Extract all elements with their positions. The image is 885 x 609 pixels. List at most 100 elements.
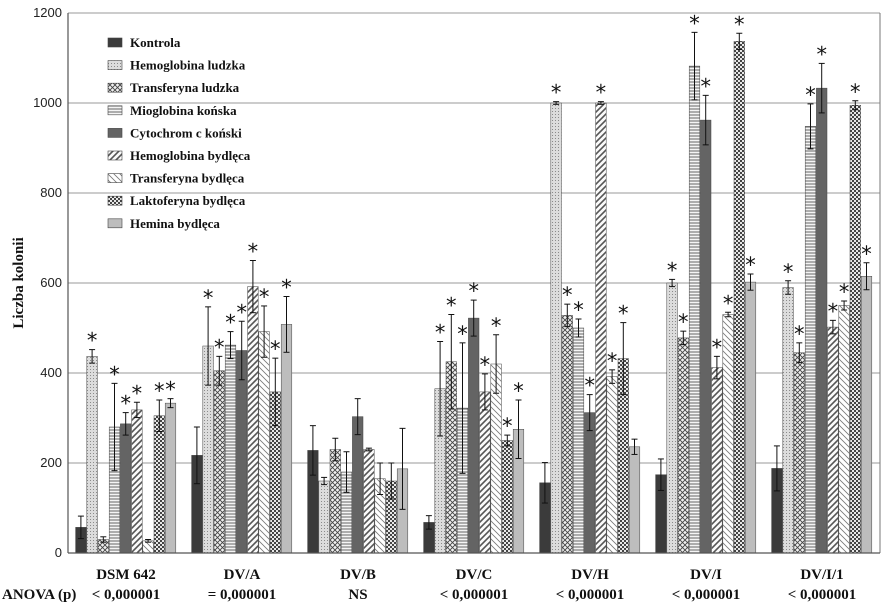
y-tick-label: 1200 <box>33 5 62 20</box>
bar <box>793 352 805 554</box>
legend-label: Hemina bydlęca <box>130 216 220 231</box>
category-label: DV/B <box>340 567 376 583</box>
category-label: DV/I <box>690 567 722 583</box>
significance-marker: * <box>712 335 723 359</box>
bar <box>572 327 585 554</box>
bar <box>329 449 341 554</box>
legend-swatch <box>107 128 123 138</box>
significance-marker: * <box>850 80 861 104</box>
legend-label: Laktoferyna bydlęca <box>130 193 246 208</box>
bar <box>677 337 689 554</box>
significance-marker: * <box>783 260 794 284</box>
bar <box>352 416 364 554</box>
y-tick-label: 1000 <box>33 95 62 110</box>
y-axis-label: Liczba kolonii <box>11 237 27 328</box>
bar <box>744 281 757 554</box>
bar <box>363 449 375 554</box>
significance-marker: * <box>607 349 618 373</box>
bar <box>561 315 573 554</box>
legend-swatch <box>107 105 123 116</box>
significance-marker: * <box>491 314 502 338</box>
bar <box>280 324 293 554</box>
legend-label: Hemoglobina ludzka <box>130 58 246 73</box>
bar <box>550 102 562 554</box>
legend: Kontrola Hemoglobina ludzka Transferyna lu… <box>107 35 251 231</box>
significance-marker: * <box>745 253 756 277</box>
significance-marker: * <box>154 379 165 403</box>
significance-marker: * <box>214 335 225 359</box>
y-tick-labels: 0 200 400 600 800 1000 1200 <box>33 5 62 560</box>
significance-marker: * <box>446 294 457 318</box>
anova-p-value: = 0,000001 <box>208 587 277 603</box>
bar <box>318 480 330 554</box>
significance-marker: * <box>573 298 584 322</box>
significance-marker: * <box>667 258 678 282</box>
bar <box>479 391 491 554</box>
significance-marker: * <box>861 242 872 266</box>
bar <box>501 440 513 554</box>
y-tick-label: 800 <box>40 185 62 200</box>
significance-marker: * <box>270 337 281 361</box>
bar <box>782 287 794 554</box>
legend-label: Mioglobina końska <box>130 103 237 118</box>
legend-label: Transferyna bydlęca <box>130 171 245 186</box>
significance-marker: * <box>435 321 446 345</box>
significance-marker: * <box>165 378 176 402</box>
legend-swatch <box>107 173 123 183</box>
axes <box>67 13 881 554</box>
y-tick-label: 200 <box>40 455 62 470</box>
significance-marker: * <box>723 291 734 315</box>
significance-marker: * <box>468 279 479 303</box>
significance-marker: * <box>805 83 816 107</box>
category-label: DSM 642 <box>96 567 156 583</box>
bar <box>131 409 143 554</box>
anova-p-value: < 0,000001 <box>440 587 509 603</box>
significance-marker: * <box>794 322 805 346</box>
bar <box>606 376 618 554</box>
bar <box>120 423 132 554</box>
legend-label: Hemoglobina bydlęca <box>130 148 251 163</box>
legend-label: Transferyna ludzka <box>130 80 240 95</box>
anova-p-value: < 0,000001 <box>556 587 625 603</box>
category-label: DV/H <box>571 567 609 583</box>
significance-marker: * <box>248 240 259 264</box>
bar <box>804 126 817 554</box>
bar <box>628 446 641 554</box>
category-label: DV/I/1 <box>800 567 843 583</box>
y-tick-label: 600 <box>40 275 62 290</box>
significance-marker: * <box>203 286 214 310</box>
significance-marker: * <box>689 11 700 35</box>
bar <box>468 317 480 554</box>
significance-marker: * <box>87 329 98 353</box>
significance-marker: * <box>828 299 839 323</box>
legend-swatch <box>107 60 123 70</box>
significance-marker: * <box>513 379 524 403</box>
significance-marker: * <box>618 302 629 326</box>
bar <box>595 102 607 554</box>
significance-marker: * <box>480 353 491 377</box>
significance-marker: * <box>678 310 689 334</box>
significance-marker: * <box>816 42 827 66</box>
bar <box>849 105 861 554</box>
legend-swatch <box>107 150 123 161</box>
significance-marker: * <box>281 276 292 300</box>
bar <box>722 314 734 554</box>
legend-swatch <box>107 195 123 206</box>
bar <box>224 344 237 554</box>
bar <box>711 367 723 554</box>
significance-marker: * <box>700 74 711 98</box>
anova-p-value: < 0,000001 <box>788 587 857 603</box>
bar <box>700 119 712 554</box>
legend-swatch <box>107 218 123 229</box>
significance-marker: * <box>839 280 850 304</box>
bar <box>816 87 828 554</box>
anova-p-value: < 0,000001 <box>92 587 161 603</box>
significance-marker: * <box>259 285 270 309</box>
bar <box>236 350 248 554</box>
significance-marker: * <box>734 12 745 36</box>
y-tick-label: 0 <box>55 545 62 560</box>
category-label: DV/C <box>456 567 493 583</box>
anova-p-value: NS <box>348 587 367 603</box>
category-label: DV/A <box>224 567 261 583</box>
